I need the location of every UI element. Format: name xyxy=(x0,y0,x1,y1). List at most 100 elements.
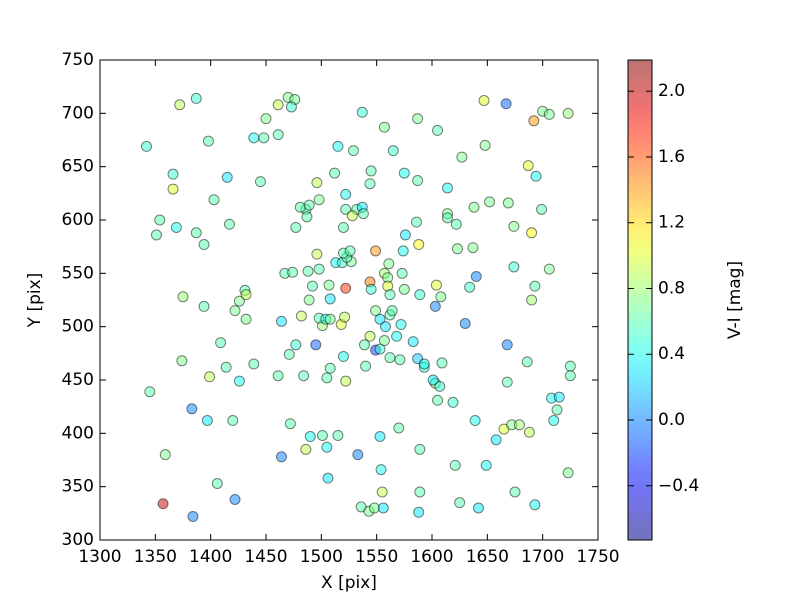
point xyxy=(352,449,364,461)
point xyxy=(323,279,335,291)
point xyxy=(432,394,444,406)
point xyxy=(374,313,386,325)
point xyxy=(346,210,358,222)
point xyxy=(396,267,408,279)
point xyxy=(340,282,352,294)
y-axis-label: Y [pix] xyxy=(25,273,45,329)
point xyxy=(233,295,245,307)
point xyxy=(376,486,388,498)
point xyxy=(548,415,560,427)
point xyxy=(324,362,336,374)
point xyxy=(387,145,399,157)
point xyxy=(204,371,216,383)
point xyxy=(447,396,459,408)
point xyxy=(562,107,574,119)
point xyxy=(202,135,214,147)
point xyxy=(144,386,156,398)
point xyxy=(332,140,344,152)
point xyxy=(240,313,252,325)
x-axis-label: X [pix] xyxy=(321,573,377,593)
point xyxy=(170,221,182,233)
point xyxy=(311,177,323,189)
point xyxy=(480,459,492,471)
point xyxy=(321,372,333,384)
point xyxy=(229,493,241,505)
point xyxy=(395,319,407,331)
point xyxy=(313,263,325,275)
point xyxy=(383,258,395,270)
point xyxy=(339,311,351,323)
point xyxy=(391,330,403,342)
y-tick-label: 400 xyxy=(62,423,94,443)
point xyxy=(468,201,480,213)
point xyxy=(186,403,198,415)
point xyxy=(215,337,227,349)
point xyxy=(229,305,241,317)
x-tick-label: 1400 xyxy=(189,547,232,567)
x-tick-label: 1300 xyxy=(78,547,121,567)
point xyxy=(451,243,463,255)
point xyxy=(302,265,314,277)
point xyxy=(306,280,318,292)
point xyxy=(285,101,297,113)
point xyxy=(275,451,287,463)
point xyxy=(356,106,368,118)
point xyxy=(427,374,439,386)
point xyxy=(412,113,424,125)
point xyxy=(526,227,538,239)
plot-area xyxy=(100,60,598,540)
x-tick-label: 1650 xyxy=(466,547,509,567)
point xyxy=(464,281,476,293)
point xyxy=(221,171,233,183)
point xyxy=(365,283,377,295)
point xyxy=(529,280,541,292)
point xyxy=(311,248,323,260)
colorbar-tick-label: 1.2 xyxy=(658,213,685,233)
point xyxy=(187,511,199,523)
y-tick-label: 300 xyxy=(62,530,94,550)
point xyxy=(290,339,302,351)
point xyxy=(310,339,322,351)
point xyxy=(357,208,369,220)
point xyxy=(384,352,396,364)
point xyxy=(378,121,390,133)
point xyxy=(157,498,169,510)
point xyxy=(529,499,541,511)
point xyxy=(159,449,171,461)
point xyxy=(360,360,372,372)
point xyxy=(370,245,382,257)
point xyxy=(301,211,313,223)
point xyxy=(459,317,471,329)
point xyxy=(502,197,514,209)
point xyxy=(414,289,426,301)
point xyxy=(364,178,376,190)
point xyxy=(528,115,540,127)
point xyxy=(384,289,396,301)
point xyxy=(177,291,189,303)
point xyxy=(413,239,425,251)
point xyxy=(407,336,419,348)
point xyxy=(375,464,387,476)
x-tick-label: 1350 xyxy=(134,547,177,567)
y-tick-label: 450 xyxy=(62,370,94,390)
point xyxy=(564,370,576,382)
point xyxy=(303,294,315,306)
point xyxy=(430,279,442,291)
y-tick-label: 750 xyxy=(62,50,94,70)
point xyxy=(337,351,349,363)
point xyxy=(198,300,210,312)
point xyxy=(399,229,411,241)
point xyxy=(434,380,446,392)
point xyxy=(562,467,574,479)
point xyxy=(467,242,479,254)
point xyxy=(290,221,302,233)
point xyxy=(398,167,410,179)
point xyxy=(254,176,266,188)
y-tick-label: 600 xyxy=(62,210,94,230)
point xyxy=(441,212,453,224)
point xyxy=(490,434,502,446)
point xyxy=(478,95,490,107)
point xyxy=(500,98,512,110)
point xyxy=(167,183,179,195)
